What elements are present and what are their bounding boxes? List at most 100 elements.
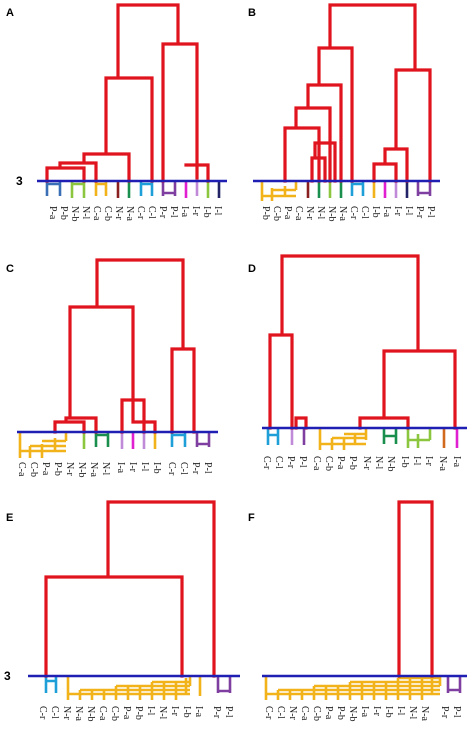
- leaf-label: N-a: [88, 462, 99, 478]
- leaf-label: I-r: [371, 706, 382, 717]
- leaf-label: I-l: [411, 456, 422, 466]
- leaf-label: I-b: [370, 206, 381, 218]
- leaf-label: P-l: [451, 706, 462, 718]
- leaf-label: C-a: [311, 456, 322, 471]
- leaf-clusters-f: [264, 676, 462, 700]
- leaf-label: N-l: [373, 456, 384, 470]
- dendrogram-tree-f: [397, 500, 434, 678]
- leaf-label: P-l: [297, 456, 308, 468]
- leaf-label: I-b: [383, 706, 394, 718]
- leaf-clusters-a: [45, 181, 221, 198]
- dendrogram-tree-c: [53, 258, 196, 434]
- leaf-label: P-r: [439, 706, 450, 719]
- leaf-label: N-b: [85, 706, 96, 722]
- leaf-label: P-b: [52, 462, 63, 476]
- leaf-label: P-r: [211, 706, 222, 719]
- panel-letter-e: E: [6, 512, 13, 524]
- leaf-label: I-b: [201, 206, 212, 218]
- leaf-label: P-a: [282, 206, 293, 220]
- leaf-label: C-l: [273, 456, 284, 469]
- leaf-label: C-a: [16, 462, 27, 477]
- leaf-label: C-r: [263, 706, 274, 720]
- leaf-label: N-a: [124, 206, 135, 222]
- panel-a: A 3 P-a P-b N-b N-l C-a C-b N-r N-a: [6, 3, 227, 222]
- leaf-label: N-r: [304, 206, 315, 221]
- leaf-label: P-a: [121, 706, 132, 720]
- leaf-label: P-a: [323, 706, 334, 720]
- leaf-label: I-a: [451, 456, 462, 468]
- leaf-label: N-a: [437, 456, 448, 472]
- dendrogram-tree-e: [44, 500, 216, 678]
- leaf-label: C-b: [271, 206, 282, 221]
- leaf-label: P-b: [347, 456, 358, 470]
- leaf-label: P-a: [47, 206, 58, 220]
- leaf-label: C-r: [166, 462, 177, 476]
- panel-letter-f: F: [248, 512, 255, 524]
- leaf-label: P-b: [260, 206, 271, 220]
- leaf-label: N-a: [419, 706, 430, 722]
- panel-letter-c: C: [6, 263, 14, 275]
- leaf-label: I-l: [139, 462, 150, 472]
- leaf-clusters-c: [18, 432, 211, 458]
- leaf-label: C-l: [359, 206, 370, 219]
- leaf-label: C-b: [28, 462, 39, 477]
- leaf-label: I-a: [193, 706, 204, 718]
- leaf-label: I-a: [115, 462, 126, 474]
- dendrogram-tree-a: [45, 3, 210, 183]
- leaf-label: N-a: [337, 206, 348, 222]
- leaf-label: N-r: [361, 456, 372, 471]
- leaf-label: I-l: [403, 206, 414, 216]
- leaf-label: P-b: [133, 706, 144, 720]
- leaf-label: N-b: [347, 706, 358, 722]
- dendrogram-tree-b: [283, 3, 432, 183]
- leaf-label: N-l: [315, 206, 326, 220]
- leaf-label: N-b: [385, 456, 396, 472]
- cut-level-label-e: 3: [4, 669, 11, 683]
- leaf-label: N-r: [287, 706, 298, 721]
- leaf-labels-e: C-r C-l N-r N-a N-b C-a C-b P-a P-b I-l …: [37, 706, 234, 722]
- leaf-label: I-a: [179, 206, 190, 218]
- leaf-label: I-l: [395, 706, 406, 716]
- leaf-label: C-b: [323, 456, 334, 471]
- leaf-labels-c: C-a C-b P-a P-b N-r N-b N-a N-l I-a I-r …: [16, 462, 213, 478]
- leaf-labels-a: P-a P-b N-b N-l C-a C-b N-r N-a C-r C-l …: [47, 206, 223, 222]
- panel-b: B P-b C-b P-a C-a N-r N-l N-b N-a C-r: [248, 3, 440, 222]
- leaf-label: I-b: [181, 706, 192, 718]
- leaf-clusters-d: [266, 428, 459, 450]
- cut-level-label-a: 3: [16, 174, 23, 188]
- leaf-label: N-l: [407, 706, 418, 720]
- leaf-labels-b: P-b C-b P-a C-a N-r N-l N-b N-a C-r C-l …: [260, 206, 436, 222]
- leaf-label: I-r: [169, 706, 180, 717]
- leaf-label: C-r: [261, 456, 272, 470]
- leaf-label: C-a: [299, 706, 310, 721]
- panel-letter-b: B: [248, 7, 256, 19]
- leaf-label: C-a: [293, 206, 304, 221]
- leaf-label: P-r: [285, 456, 296, 469]
- leaf-label: N-b: [76, 462, 87, 478]
- dendrogram-tree-d: [268, 254, 457, 430]
- panel-e: E 3 C-r C-l N-r N-a N-b C-a C-b P-a P-b …: [4, 500, 240, 722]
- leaf-label: P-l: [168, 206, 179, 218]
- leaf-label: P-r: [414, 206, 425, 219]
- leaf-label: P-l: [425, 206, 436, 218]
- leaf-label: C-b: [102, 206, 113, 221]
- leaf-label: C-l: [49, 706, 60, 719]
- leaf-label: C-l: [178, 462, 189, 475]
- leaf-label: P-a: [335, 456, 346, 470]
- leaf-label: N-a: [73, 706, 84, 722]
- leaf-label: C-a: [97, 706, 108, 721]
- leaf-label: N-r: [113, 206, 124, 221]
- leaf-labels-d: C-r C-l P-r P-l C-a C-b P-a P-b N-r N-l …: [261, 456, 462, 472]
- leaf-label: I-a: [359, 706, 370, 718]
- panel-letter-a: A: [6, 7, 14, 19]
- leaf-label: I-b: [399, 456, 410, 468]
- leaf-label: I-r: [392, 206, 403, 217]
- leaf-label: I-b: [151, 462, 162, 474]
- leaf-label: N-l: [100, 462, 111, 476]
- leaf-label: N-r: [64, 462, 75, 477]
- leaf-label: C-l: [275, 706, 286, 719]
- leaf-label: I-a: [381, 206, 392, 218]
- leaf-label: I-l: [145, 706, 156, 716]
- leaf-label: P-r: [157, 206, 168, 219]
